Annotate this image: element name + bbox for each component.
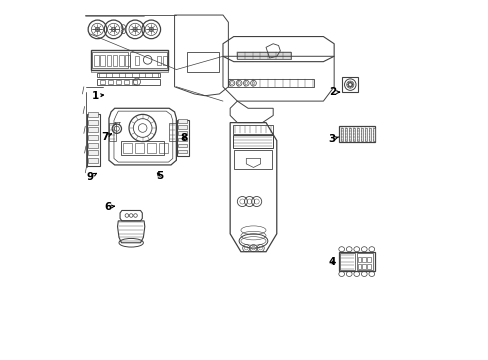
- Bar: [187, 51, 218, 72]
- Text: 4: 4: [328, 257, 335, 267]
- Bar: [113, 55, 117, 66]
- Bar: [338, 252, 374, 271]
- Text: 9: 9: [86, 172, 96, 182]
- Bar: [356, 253, 372, 270]
- Circle shape: [347, 85, 349, 87]
- Bar: [97, 78, 160, 85]
- Bar: [340, 128, 343, 141]
- Bar: [88, 127, 98, 132]
- Bar: [178, 144, 186, 147]
- Bar: [344, 128, 346, 141]
- Text: 3: 3: [328, 134, 338, 144]
- Bar: [178, 131, 186, 135]
- Bar: [357, 264, 361, 269]
- Bar: [372, 128, 374, 141]
- Bar: [233, 135, 273, 148]
- Bar: [92, 52, 128, 68]
- Bar: [368, 128, 370, 141]
- Bar: [340, 253, 355, 270]
- Bar: [88, 158, 98, 163]
- Text: 5: 5: [156, 171, 163, 181]
- Bar: [366, 257, 370, 262]
- Bar: [91, 70, 168, 72]
- Bar: [357, 257, 361, 262]
- Bar: [88, 112, 98, 117]
- Bar: [116, 80, 121, 84]
- Bar: [88, 143, 98, 148]
- Bar: [169, 123, 176, 140]
- Bar: [88, 135, 98, 140]
- Bar: [130, 52, 167, 68]
- Bar: [234, 149, 271, 169]
- Bar: [100, 55, 104, 66]
- Bar: [163, 56, 167, 65]
- Bar: [362, 264, 366, 269]
- Bar: [106, 55, 111, 66]
- Bar: [88, 120, 98, 125]
- Circle shape: [349, 86, 350, 87]
- Text: 6: 6: [103, 202, 114, 212]
- Bar: [159, 143, 168, 153]
- Circle shape: [349, 82, 350, 83]
- Bar: [364, 128, 366, 141]
- Circle shape: [350, 82, 352, 84]
- Circle shape: [351, 84, 352, 85]
- Bar: [109, 123, 116, 140]
- Bar: [178, 119, 186, 123]
- Bar: [125, 55, 129, 66]
- Bar: [362, 257, 366, 262]
- Bar: [237, 51, 290, 59]
- Text: 7: 7: [101, 132, 111, 142]
- Bar: [108, 80, 113, 84]
- Bar: [147, 143, 156, 153]
- Bar: [366, 264, 370, 269]
- Bar: [178, 150, 186, 153]
- Bar: [360, 128, 363, 141]
- Bar: [91, 50, 168, 69]
- Text: 2: 2: [328, 87, 339, 97]
- Bar: [94, 55, 99, 66]
- Bar: [178, 138, 186, 141]
- Bar: [97, 73, 160, 77]
- Bar: [338, 126, 374, 142]
- Bar: [356, 128, 359, 141]
- Bar: [156, 56, 161, 65]
- Bar: [348, 128, 351, 141]
- Bar: [121, 140, 163, 155]
- Bar: [88, 150, 98, 155]
- Bar: [178, 125, 186, 129]
- Bar: [86, 114, 100, 166]
- Bar: [119, 55, 123, 66]
- Bar: [131, 80, 136, 84]
- Circle shape: [347, 82, 349, 84]
- Bar: [123, 80, 128, 84]
- Bar: [342, 77, 357, 92]
- Bar: [122, 143, 131, 153]
- Text: 1: 1: [91, 91, 103, 101]
- Text: 8: 8: [180, 133, 187, 143]
- Bar: [100, 80, 105, 84]
- Circle shape: [350, 85, 352, 87]
- Bar: [177, 121, 188, 156]
- Bar: [233, 125, 273, 134]
- Bar: [352, 128, 355, 141]
- Bar: [135, 56, 139, 65]
- Bar: [135, 143, 143, 153]
- Circle shape: [346, 84, 348, 85]
- Bar: [228, 78, 314, 87]
